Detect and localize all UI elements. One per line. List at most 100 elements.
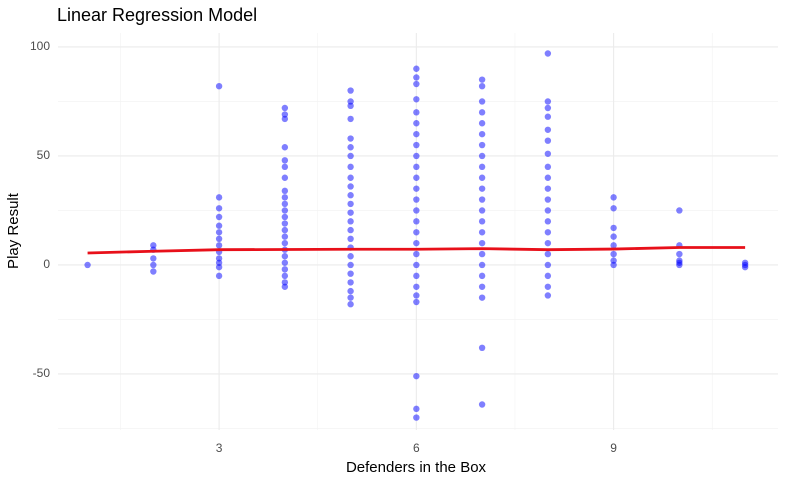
point xyxy=(478,185,486,192)
point xyxy=(413,292,420,299)
point xyxy=(478,130,486,138)
point xyxy=(281,144,289,151)
point xyxy=(478,163,486,171)
point xyxy=(215,229,223,236)
point xyxy=(544,185,552,192)
point xyxy=(544,137,552,144)
point xyxy=(347,226,354,234)
point xyxy=(413,218,420,225)
point xyxy=(347,135,354,142)
point xyxy=(347,235,354,243)
point xyxy=(741,263,749,271)
point xyxy=(413,207,420,214)
y-tick-label: 0 xyxy=(43,257,50,271)
point xyxy=(347,270,354,277)
point xyxy=(347,163,354,171)
point xyxy=(347,209,354,216)
point xyxy=(610,205,617,212)
point xyxy=(544,196,552,203)
regression-line xyxy=(87,246,746,255)
point xyxy=(478,401,486,408)
point xyxy=(544,126,552,133)
point xyxy=(610,224,617,232)
point xyxy=(347,183,354,190)
point xyxy=(281,226,289,234)
x-tick-label: 3 xyxy=(216,441,223,455)
point xyxy=(478,98,486,105)
point xyxy=(478,283,486,290)
point xyxy=(676,261,683,269)
point xyxy=(150,255,157,262)
point xyxy=(347,253,354,260)
point xyxy=(544,207,552,214)
point xyxy=(544,104,552,112)
point xyxy=(281,253,289,260)
y-tick-label: 100 xyxy=(30,39,50,53)
point xyxy=(610,233,617,240)
point xyxy=(347,152,354,160)
point xyxy=(347,294,354,301)
point xyxy=(281,207,289,214)
point xyxy=(413,261,420,269)
point xyxy=(281,194,289,201)
point xyxy=(544,239,552,247)
point xyxy=(281,187,289,195)
point xyxy=(413,141,420,149)
point xyxy=(478,294,486,301)
point xyxy=(413,96,420,103)
point xyxy=(281,157,289,164)
point xyxy=(544,292,552,299)
point xyxy=(215,263,223,271)
point xyxy=(215,235,223,243)
point xyxy=(281,239,289,247)
point xyxy=(347,287,354,295)
point xyxy=(478,109,486,116)
point xyxy=(281,115,289,123)
point xyxy=(478,141,486,149)
point xyxy=(544,150,552,157)
point xyxy=(413,239,420,247)
point xyxy=(347,200,354,208)
point xyxy=(413,109,420,116)
point xyxy=(281,259,289,266)
point xyxy=(544,98,552,105)
point xyxy=(413,163,420,171)
y-tick-label: 50 xyxy=(37,148,51,162)
point xyxy=(413,414,420,421)
point xyxy=(84,261,91,269)
point xyxy=(610,261,617,269)
point xyxy=(478,272,486,280)
point xyxy=(281,266,289,273)
y-axis-label: Play Result xyxy=(5,192,22,269)
point xyxy=(478,82,486,90)
point xyxy=(281,283,289,290)
point xyxy=(281,272,289,280)
point xyxy=(150,261,157,269)
point xyxy=(676,207,683,214)
point xyxy=(281,163,289,171)
point xyxy=(544,163,552,171)
point xyxy=(347,174,354,181)
point xyxy=(544,229,552,236)
point xyxy=(413,405,420,413)
point xyxy=(215,194,223,201)
point xyxy=(347,115,354,123)
point xyxy=(544,272,552,280)
point xyxy=(478,174,486,181)
point xyxy=(544,113,552,120)
point xyxy=(478,229,486,236)
point xyxy=(215,82,223,90)
point xyxy=(413,120,420,127)
point xyxy=(478,76,486,83)
chart-title: Linear Regression Model xyxy=(57,5,257,25)
point xyxy=(413,174,420,181)
point xyxy=(150,268,157,275)
point xyxy=(215,205,223,212)
point xyxy=(544,261,552,269)
point xyxy=(478,207,486,214)
point xyxy=(347,192,354,199)
y-tick-label: -50 xyxy=(33,366,51,380)
point xyxy=(215,242,223,249)
point xyxy=(478,120,486,127)
